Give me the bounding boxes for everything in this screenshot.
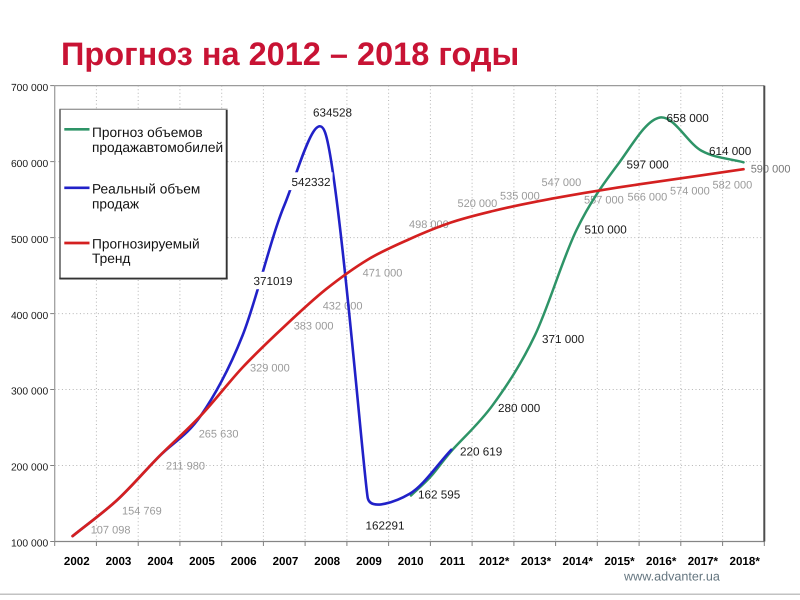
svg-text:2008: 2008	[314, 555, 340, 568]
svg-text:500 000: 500 000	[11, 235, 48, 246]
svg-text:2009: 2009	[356, 555, 382, 568]
svg-text:400 000: 400 000	[11, 311, 48, 322]
svg-text:590 000: 590 000	[751, 164, 791, 176]
svg-text:162291: 162291	[366, 520, 405, 533]
svg-text:100 000: 100 000	[11, 539, 48, 550]
svg-text:2007: 2007	[273, 555, 299, 568]
svg-text:658 000: 658 000	[667, 112, 710, 125]
svg-text:2003: 2003	[106, 555, 132, 568]
svg-text:280 000: 280 000	[498, 402, 541, 415]
svg-text:535 000: 535 000	[500, 191, 540, 203]
svg-text:432 000: 432 000	[323, 301, 363, 313]
svg-text:107 098: 107 098	[91, 525, 131, 537]
svg-text:542332: 542332	[292, 176, 331, 189]
svg-text:582 000: 582 000	[713, 180, 753, 192]
svg-text:383 000: 383 000	[294, 321, 334, 333]
svg-text:Прогнозируемый: Прогнозируемый	[92, 237, 200, 252]
svg-text:300 000: 300 000	[11, 387, 48, 398]
svg-text:162 595: 162 595	[418, 489, 461, 502]
svg-text:Реальный объем: Реальный объем	[92, 182, 200, 197]
svg-text:471 000: 471 000	[363, 268, 403, 280]
svg-text:614 000: 614 000	[709, 145, 752, 158]
svg-text:700 000: 700 000	[11, 83, 48, 94]
svg-text:2005: 2005	[189, 555, 215, 568]
svg-text:547 000: 547 000	[542, 177, 582, 189]
svg-text:Тренд: Тренд	[92, 251, 130, 266]
svg-text:2011: 2011	[440, 555, 466, 568]
svg-text:2018*: 2018*	[730, 555, 761, 568]
svg-text:600 000: 600 000	[11, 159, 48, 170]
svg-text:2002: 2002	[64, 555, 90, 568]
svg-text:265 630: 265 630	[199, 429, 239, 441]
svg-text:200 000: 200 000	[11, 463, 48, 474]
svg-text:продаж: продаж	[92, 196, 140, 211]
svg-text:2014*: 2014*	[563, 555, 594, 568]
svg-text:2004: 2004	[147, 555, 173, 568]
svg-text:510 000: 510 000	[585, 224, 628, 237]
svg-text:329 000: 329 000	[250, 363, 290, 375]
svg-text:220 619: 220 619	[460, 446, 502, 459]
svg-text:2013*: 2013*	[521, 555, 552, 568]
svg-text:566 000: 566 000	[628, 192, 668, 204]
svg-text:597 000: 597 000	[627, 159, 670, 172]
svg-text:www.advanter.ua: www.advanter.ua	[623, 570, 720, 584]
svg-text:2006: 2006	[231, 555, 257, 568]
svg-text:2016*: 2016*	[646, 555, 677, 568]
svg-text:574 000: 574 000	[670, 186, 710, 198]
svg-text:634528: 634528	[313, 107, 352, 120]
svg-text:2010: 2010	[398, 555, 424, 568]
svg-text:2017*: 2017*	[688, 555, 719, 568]
svg-text:2012*: 2012*	[479, 555, 510, 568]
svg-text:154 769: 154 769	[122, 506, 162, 518]
svg-text:2015*: 2015*	[604, 555, 635, 568]
svg-text:продажавтомобилей: продажавтомобилей	[92, 140, 223, 155]
svg-text:371 000: 371 000	[542, 333, 585, 346]
svg-text:371019: 371019	[254, 275, 293, 288]
svg-text:520 000: 520 000	[458, 198, 498, 210]
svg-text:Прогноз объемов: Прогноз объемов	[92, 125, 203, 140]
svg-text:Прогноз на 2012 – 2018 годы: Прогноз на 2012 – 2018 годы	[61, 36, 519, 72]
svg-text:211 980: 211 980	[166, 461, 205, 473]
